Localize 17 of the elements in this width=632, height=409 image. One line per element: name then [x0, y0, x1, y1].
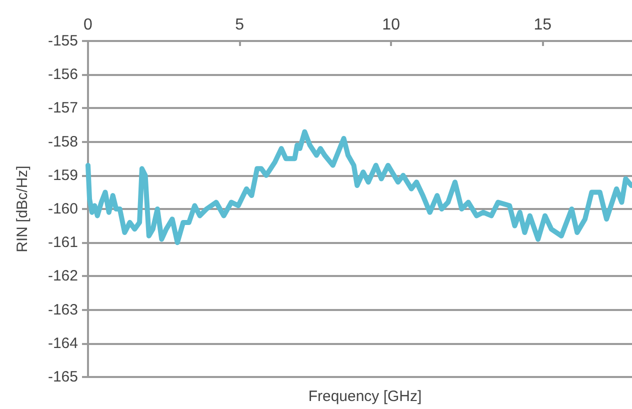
x-tick-label: 15: [534, 16, 552, 34]
x-tick-label: 10: [382, 16, 400, 34]
y-tick-label: -159: [48, 166, 78, 184]
y-tick-label: -156: [48, 66, 78, 84]
y-tick-label: -158: [48, 133, 78, 150]
x-tick-label: 5: [235, 16, 244, 34]
y-tick-label: -163: [48, 301, 78, 318]
x-tick-label: 0: [84, 16, 93, 34]
y-axis-title: RIN [dBc/Hz]: [14, 166, 31, 252]
y-tick-label: -161: [48, 234, 78, 252]
y-tick-label: -164: [48, 334, 78, 352]
y-tick-label: -155: [48, 32, 78, 50]
y-tick-label: -157: [48, 100, 78, 117]
y-tick-label: -162: [48, 268, 78, 285]
x-axis-title: Frequency [GHz]: [308, 388, 422, 405]
y-tick-label: -160: [48, 200, 78, 218]
y-tick-label: -165: [48, 368, 78, 386]
